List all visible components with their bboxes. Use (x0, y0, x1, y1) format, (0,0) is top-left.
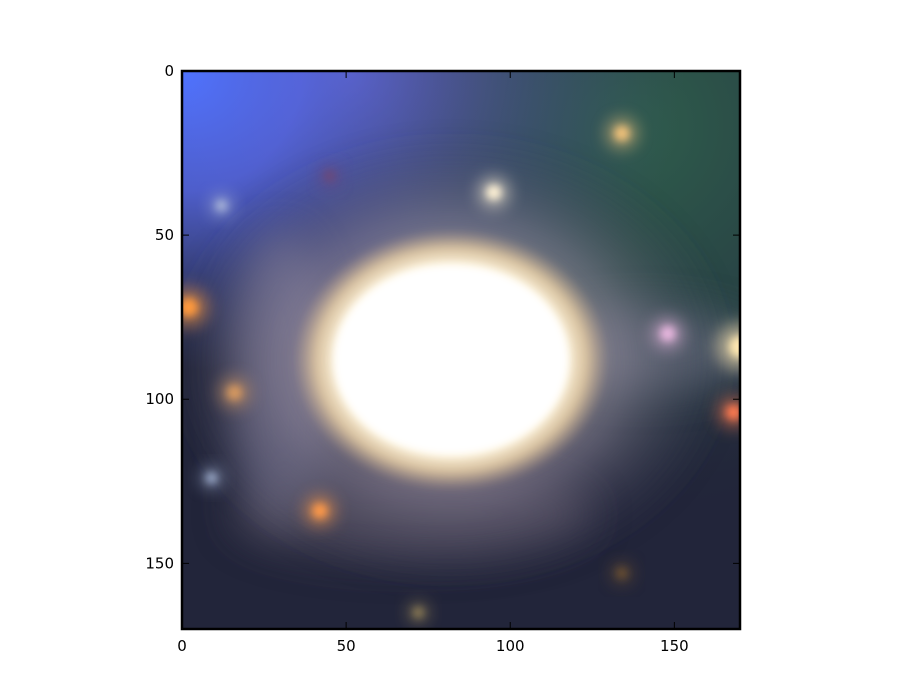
x-tick-label: 0 (177, 637, 187, 655)
galaxy-core (292, 228, 610, 492)
core-center (333, 265, 569, 455)
point-source (729, 335, 740, 358)
point-source (726, 405, 740, 420)
galaxy-image (182, 71, 740, 629)
y-axis: 0 50 100 150 (145, 62, 740, 572)
point-source (324, 170, 336, 182)
point-sources (182, 117, 740, 625)
point-source (227, 385, 242, 400)
axes-frame (180, 69, 742, 631)
point-source (215, 200, 227, 211)
point-source (614, 126, 630, 141)
point-source (660, 326, 676, 341)
y-tick-label: 100 (145, 390, 174, 408)
x-tick-label: 50 (337, 637, 356, 655)
x-axis: 0 50 100 150 (177, 71, 689, 655)
point-source (616, 567, 628, 579)
y-tick-label: 150 (145, 554, 174, 572)
point-source (206, 472, 217, 484)
point-source-glow (716, 323, 740, 371)
y-tick-label: 0 (164, 62, 174, 80)
y-tick-label: 50 (155, 226, 174, 244)
x-tick-label: 150 (660, 637, 689, 655)
point-source (182, 298, 198, 317)
point-source (312, 503, 328, 519)
x-tick-label: 100 (496, 637, 525, 655)
point-source (412, 607, 424, 619)
point-source (486, 185, 502, 200)
